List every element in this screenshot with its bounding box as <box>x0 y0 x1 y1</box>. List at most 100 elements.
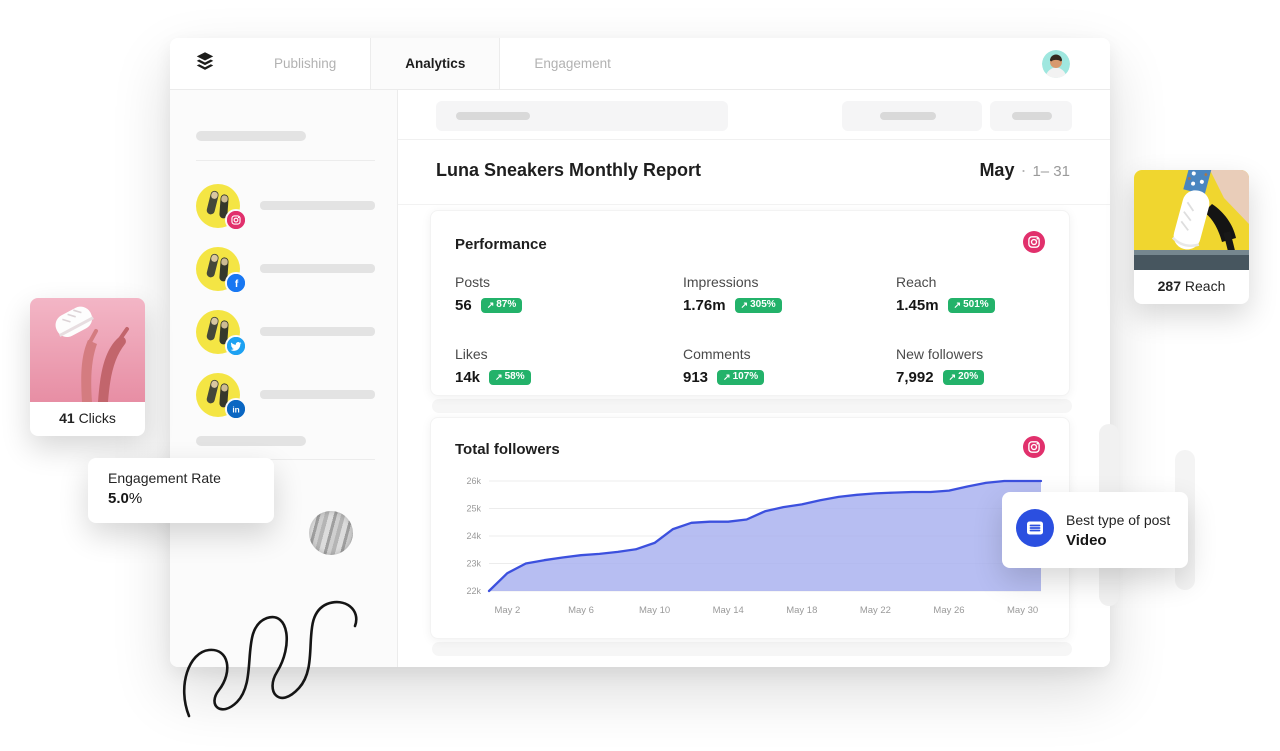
fabric-avatar[interactable] <box>309 511 353 555</box>
clicks-card: 41 Clicks <box>30 298 145 436</box>
user-avatar[interactable] <box>1042 50 1070 78</box>
metric-label: New followers <box>896 346 984 362</box>
best-post-label: Best type of post <box>1066 511 1171 528</box>
reach-value: 287 <box>1157 278 1181 294</box>
engagement-rate-card: Engagement Rate 5.0% <box>88 458 274 523</box>
metric-delta-badge: ↗ 20% <box>942 370 985 385</box>
metric-value-row: 7,992 ↗ 20% <box>896 369 1045 386</box>
nav-tabs: Publishing Analytics Engagement <box>240 38 645 89</box>
metric-value-row: 56 ↗ 87% <box>455 297 683 314</box>
x-tick-label: May 18 <box>786 605 817 616</box>
metric-delta-value: 305% <box>750 299 776 311</box>
followers-line <box>487 479 1043 593</box>
metric-new-followers: New followers 7,992 ↗ 20% <box>896 346 1045 386</box>
y-tick-label: 26k <box>466 476 481 486</box>
x-tick-label: May 14 <box>713 605 744 616</box>
account-placeholder-bar <box>260 201 375 210</box>
metric-value-row: 913 ↗ 107% <box>683 369 896 386</box>
sidebar-account-twitter[interactable] <box>196 300 375 363</box>
metric-value: 1.76m <box>683 297 726 314</box>
post-type-icon <box>1016 508 1054 552</box>
svg-text:in: in <box>232 405 239 414</box>
metric-delta-value: 87% <box>496 299 517 311</box>
x-tick-label: May 30 <box>1007 605 1038 616</box>
sidebar-account-facebook[interactable]: f <box>196 237 375 300</box>
metric-value-row: 14k ↗ 58% <box>455 369 683 386</box>
metric-delta-badge: ↗ 107% <box>717 370 765 385</box>
performance-card: Performance Posts 56 ↗ 87% Impressions 1.76m ↗… <box>430 210 1070 396</box>
tab-analytics[interactable]: Analytics <box>370 38 501 89</box>
search-placeholder-bar <box>456 112 530 120</box>
y-tick-label: 24k <box>466 531 481 541</box>
sidebar-account-linkedin[interactable]: in <box>196 363 375 426</box>
clicks-label: Clicks <box>78 410 116 426</box>
account-placeholder-bar <box>260 390 375 399</box>
engagement-rate-unit: % <box>128 490 143 507</box>
metric-value: 7,992 <box>896 369 934 386</box>
engagement-rate-value: 5.0 <box>108 490 129 507</box>
account-avatar <box>196 183 247 231</box>
metrics-grid: Posts 56 ↗ 87% Impressions 1.76m ↗ 305% Reach 1.4… <box>455 274 1045 386</box>
account-placeholder-bar <box>260 327 375 336</box>
best-post-value: Video <box>1066 531 1107 549</box>
metric-label: Impressions <box>683 274 759 290</box>
x-tick-label: May 10 <box>639 605 670 616</box>
instagram-icon <box>1023 231 1045 258</box>
followers-area-chart[interactable]: 22k 23k 24k 25k 26k May 2 May 6 May 10 May 14 May… <box>455 471 1047 619</box>
trend-up-icon: ↗ <box>740 299 749 310</box>
tab-publishing[interactable]: Publishing <box>274 56 337 71</box>
facebook-badge-icon: f <box>225 271 247 294</box>
metric-delta-value: 107% <box>732 371 759 383</box>
metric-comments: Comments 913 ↗ 107% <box>683 346 896 386</box>
performance-card-title: Performance <box>455 236 547 253</box>
y-tick-label: 22k <box>466 586 481 596</box>
twitter-badge-icon <box>225 334 247 357</box>
button-placeholder-bar <box>1012 112 1052 120</box>
sidebar-account-instagram[interactable] <box>196 174 375 237</box>
metric-value: 913 <box>683 369 709 386</box>
app-window: Publishing Analytics Engagement f in <box>170 38 1110 667</box>
main-toolbar <box>398 90 1110 140</box>
tab-engagement[interactable]: Engagement <box>534 56 611 71</box>
top-nav: Publishing Analytics Engagement <box>170 38 1110 90</box>
metric-reach: Reach 1.45m ↗ 501% <box>896 274 1045 314</box>
toolbar-button-2[interactable] <box>990 101 1072 131</box>
trend-up-icon: ↗ <box>495 371 503 382</box>
buffer-logo-icon[interactable] <box>170 38 240 89</box>
x-tick-label: May 26 <box>933 605 964 616</box>
clicks-image <box>30 298 145 402</box>
metric-value: 14k <box>455 369 481 386</box>
report-month: May <box>979 160 1015 180</box>
account-avatar: in <box>196 372 247 420</box>
metric-posts: Posts 56 ↗ 87% <box>455 274 683 314</box>
trend-up-icon: ↗ <box>948 371 957 382</box>
engagement-rate-label: Engagement Rate <box>108 470 221 486</box>
search-input[interactable] <box>436 101 728 131</box>
toolbar-button-1[interactable] <box>842 101 982 131</box>
sidebar-placeholder-bar <box>196 131 306 141</box>
metric-delta-value: 20% <box>958 371 979 383</box>
report-header: Luna Sneakers Monthly Report May · 1– 31 <box>398 140 1110 205</box>
metric-delta-value: 58% <box>504 371 525 383</box>
sidebar-placeholder-bar <box>196 436 306 446</box>
main-content: Luna Sneakers Monthly Report May · 1– 31 P… <box>398 90 1110 667</box>
metric-value: 56 <box>455 297 472 314</box>
metric-delta-badge: ↗ 501% <box>947 298 995 313</box>
reach-card: 287 Reach <box>1134 170 1249 304</box>
metric-impressions: Impressions 1.76m ↗ 305% <box>683 274 896 314</box>
followers-area-fill <box>489 481 1041 591</box>
button-placeholder-bar <box>880 112 936 120</box>
metric-value-row: 1.45m ↗ 501% <box>896 297 1045 314</box>
squiggle-decoration <box>182 600 358 718</box>
metric-value-row: 1.76m ↗ 305% <box>683 297 896 314</box>
instagram-icon <box>1023 436 1045 463</box>
followers-chart[interactable]: 22k 23k 24k 25k 26k May 2 May 6 May 10 May 14 May… <box>455 471 1045 624</box>
report-date-picker[interactable]: May · 1– 31 <box>979 160 1070 181</box>
metric-value: 1.45m <box>896 297 939 314</box>
metric-delta-value: 501% <box>963 299 989 311</box>
metric-delta-badge: ↗ 87% <box>480 298 523 313</box>
account-avatar <box>196 309 247 357</box>
metric-delta-badge: ↗ 305% <box>734 298 782 313</box>
metric-label: Posts <box>455 274 491 290</box>
metric-label: Reach <box>896 274 937 290</box>
